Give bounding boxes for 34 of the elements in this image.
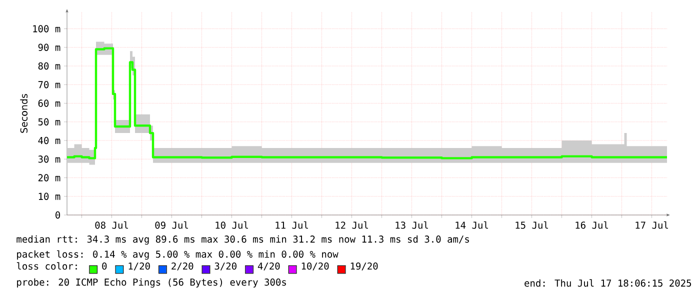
text: end: Thu Jul 17 18:06:15 2025 bbox=[524, 279, 692, 287]
legend-label: 3/20 bbox=[214, 262, 236, 270]
legend-label: 0 bbox=[102, 262, 107, 270]
y-tick-label: 40 m bbox=[38, 136, 60, 144]
y-tick-label: 90 m bbox=[38, 44, 60, 51]
text: probe: 20 ICMP Echo Pings (56 Bytes) every 300s bbox=[17, 278, 286, 288]
text: median rtt: 34.3 ms avg 89.6 ms max 30.6 ms min 31.2 ms now 11.3 ms sd 3.0 am/s bbox=[16, 235, 469, 245]
text: packet loss: 0.14 % avg 5.00 % max 0.00 % min 0.00 % now bbox=[17, 250, 338, 260]
x-tick-label: 11 Jul bbox=[276, 221, 308, 229]
legend-label: 19/20 bbox=[350, 262, 378, 270]
legend-title: loss color: bbox=[16, 262, 77, 270]
x-tick-label: 09 Jul bbox=[155, 221, 188, 229]
y-tick-label: 100 m bbox=[33, 25, 60, 32]
legend-label: 1/20 bbox=[128, 262, 150, 270]
x-tick-label: 12 Jul bbox=[336, 221, 368, 229]
y-axis-title: Seconds bbox=[20, 94, 28, 133]
legend-label: 10/20 bbox=[302, 262, 329, 270]
x-tick-label: 17 Jul bbox=[636, 221, 668, 229]
y-tick-label: 80 m bbox=[38, 62, 60, 70]
x-tick-label: 08 Jul bbox=[95, 221, 128, 229]
y-tick-label: 20 m bbox=[38, 174, 60, 182]
y-tick-label: 70 m bbox=[38, 81, 60, 88]
x-tick-label: 16 Jul bbox=[576, 221, 608, 229]
y-tick-label: 50 m bbox=[38, 118, 60, 126]
x-tick-label: 13 Jul bbox=[396, 221, 428, 229]
legend-label: 2/20 bbox=[172, 262, 194, 270]
y-tick-label: 30 m bbox=[38, 156, 60, 163]
y-tick-label: 60 m bbox=[38, 100, 60, 107]
y-tick-label: 10 m bbox=[38, 192, 60, 200]
x-tick-label: 10 Jul bbox=[216, 221, 248, 229]
y-tick-label: 0 bbox=[56, 211, 60, 219]
legend-label: 4/20 bbox=[258, 262, 280, 270]
x-tick-label: 15 Jul bbox=[516, 221, 548, 229]
x-tick-label: 14 Jul bbox=[456, 221, 488, 229]
